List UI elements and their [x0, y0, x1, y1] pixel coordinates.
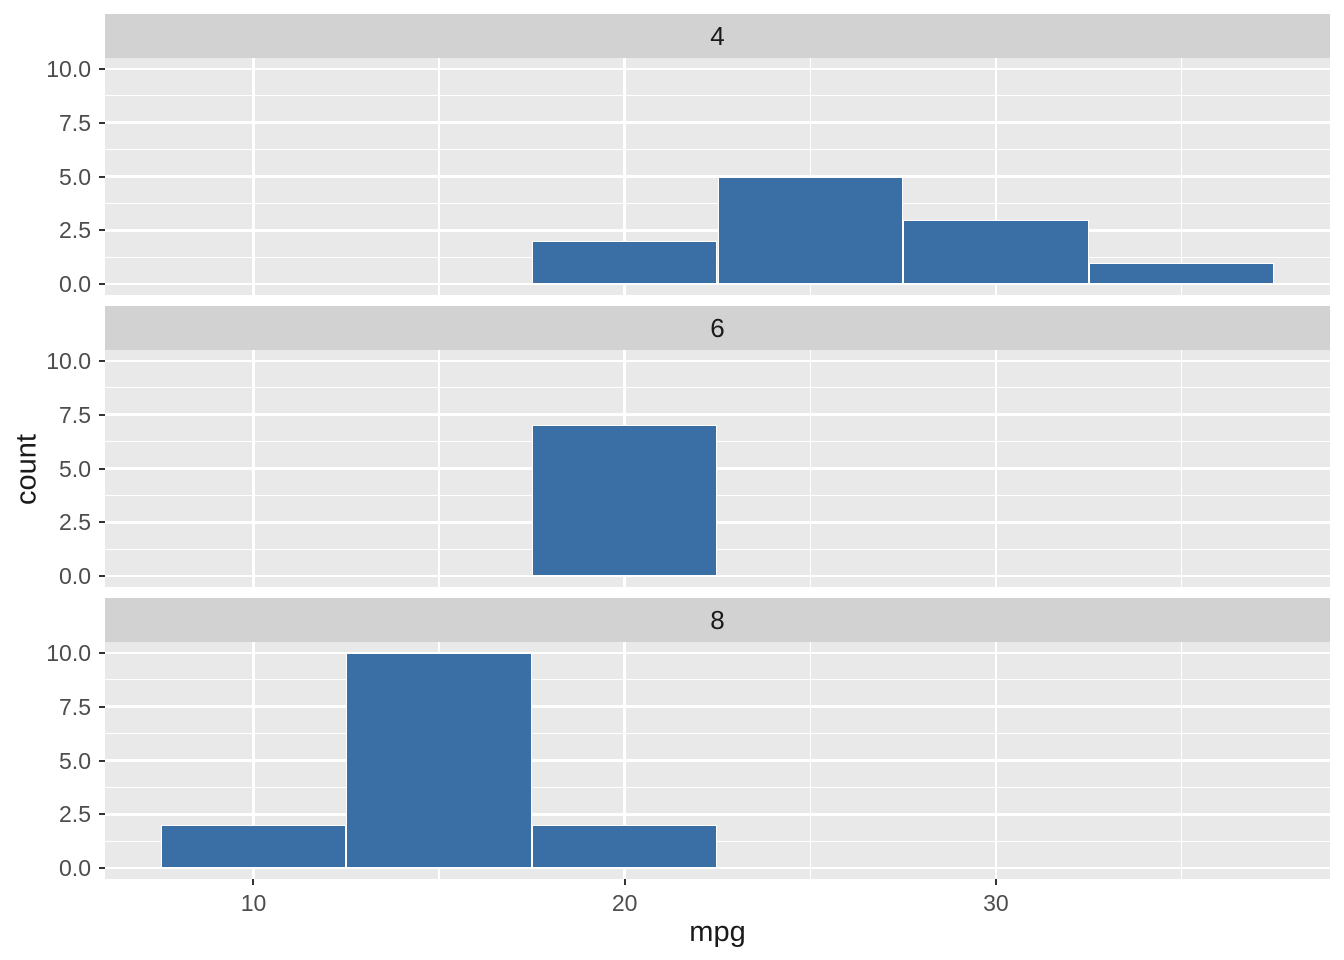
y-tick-mark: [99, 759, 105, 762]
y-tick-mark: [99, 67, 105, 70]
y-tick-label: 7.5: [59, 693, 91, 720]
facet-panel: [105, 58, 1330, 295]
y-tick-mark: [99, 229, 105, 232]
minor-gridline-vertical: [1180, 642, 1183, 879]
y-tick-mark: [99, 651, 105, 654]
minor-gridline-vertical: [1180, 350, 1183, 587]
histogram-bar: [717, 176, 904, 285]
y-tick-label: 0.0: [59, 563, 91, 590]
x-tick-mark: [623, 879, 626, 885]
facet-strip-label: 8: [710, 605, 725, 635]
major-gridline-horizontal: [105, 521, 1330, 524]
facet-strip-label: 6: [710, 313, 725, 343]
y-tick-label: 10.0: [46, 347, 91, 374]
major-gridline-horizontal: [105, 67, 1330, 71]
minor-gridline-horizontal: [105, 440, 1330, 443]
y-tick-label: 7.5: [59, 401, 91, 428]
facet-panel: [105, 350, 1330, 587]
minor-gridline-vertical: [438, 350, 440, 587]
x-tick-label: 10: [240, 890, 267, 916]
histogram-bar: [531, 825, 718, 869]
y-tick-mark: [99, 121, 105, 124]
y-tick-mark: [99, 813, 105, 816]
major-gridline-horizontal: [105, 282, 1330, 286]
x-axis-title: mpg: [689, 916, 746, 948]
y-tick-mark: [99, 575, 105, 578]
minor-gridline-vertical: [809, 350, 811, 587]
major-gridline-horizontal: [105, 759, 1330, 762]
y-tick-label: 10.0: [46, 55, 91, 82]
major-gridline-horizontal: [105, 359, 1330, 363]
histogram-bar: [160, 825, 347, 869]
major-gridline-vertical: [252, 642, 255, 879]
y-tick-label: 5.0: [59, 455, 91, 482]
major-gridline-horizontal: [105, 705, 1330, 708]
y-tick-label: 0.0: [59, 855, 91, 882]
minor-gridline-horizontal: [105, 548, 1330, 550]
minor-gridline-horizontal: [105, 679, 1330, 681]
y-tick-label: 10.0: [46, 639, 91, 666]
major-gridline-horizontal: [105, 413, 1330, 416]
x-tick-label: 30: [983, 890, 1009, 916]
major-gridline-horizontal: [105, 467, 1330, 470]
facet-strip: 8: [105, 598, 1330, 642]
minor-gridline-horizontal: [105, 148, 1330, 151]
major-gridline-vertical: [623, 642, 626, 879]
histogram-bar: [531, 425, 718, 577]
y-tick-label: 2.5: [59, 217, 91, 244]
y-tick-label: 0.0: [59, 271, 91, 298]
minor-gridline-horizontal: [105, 95, 1330, 97]
major-gridline-horizontal: [105, 651, 1330, 655]
major-gridline-vertical: [994, 350, 998, 587]
facet-strip-label: 4: [710, 21, 725, 51]
y-tick-label: 5.0: [59, 163, 91, 190]
major-gridline-horizontal: [105, 574, 1330, 578]
y-tick-mark: [99, 413, 105, 416]
facet-strip: 6: [105, 306, 1330, 350]
histogram-bar: [903, 219, 1089, 285]
minor-gridline-horizontal: [105, 840, 1330, 842]
y-tick-mark: [99, 467, 105, 470]
y-tick-label: 5.0: [59, 747, 91, 774]
minor-gridline-horizontal: [105, 786, 1330, 789]
minor-gridline-vertical: [1180, 58, 1183, 295]
minor-gridline-horizontal: [105, 387, 1330, 389]
histogram-bar: [531, 241, 718, 285]
histogram-bar: [346, 652, 532, 869]
facet-strip: 4: [105, 14, 1330, 58]
minor-gridline-horizontal: [105, 732, 1330, 735]
y-tick-mark: [99, 359, 105, 362]
minor-gridline-vertical: [809, 642, 811, 879]
x-tick-label: 20: [611, 890, 638, 916]
minor-gridline-vertical: [438, 58, 440, 295]
y-tick-mark: [99, 705, 105, 708]
y-tick-mark: [99, 283, 105, 286]
x-tick-mark: [994, 879, 997, 885]
facet-panel: [105, 642, 1330, 879]
y-tick-label: 7.5: [59, 109, 91, 136]
major-gridline-vertical: [623, 58, 626, 295]
y-tick-label: 2.5: [59, 801, 91, 828]
y-tick-mark: [99, 521, 105, 524]
major-gridline-vertical: [252, 58, 255, 295]
y-tick-mark: [99, 175, 105, 178]
y-tick-label: 2.5: [59, 509, 91, 536]
histogram-bar: [1088, 262, 1275, 285]
major-gridline-horizontal: [105, 121, 1330, 124]
major-gridline-vertical: [994, 58, 998, 295]
major-gridline-vertical: [994, 642, 998, 879]
x-tick-mark: [252, 879, 255, 885]
major-gridline-horizontal: [105, 813, 1330, 816]
minor-gridline-horizontal: [105, 494, 1330, 497]
major-gridline-horizontal: [105, 866, 1330, 870]
major-gridline-vertical: [252, 350, 255, 587]
y-tick-mark: [99, 867, 105, 870]
